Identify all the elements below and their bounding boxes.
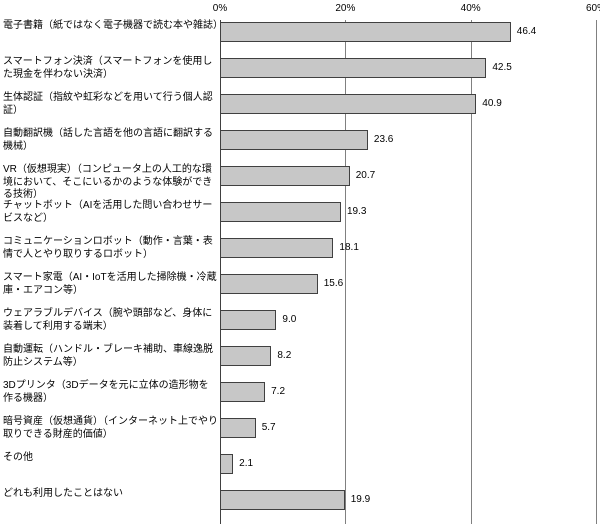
horizontal-bar-chart: 電子書籍（紙ではなく電子機器で読む本や雑誌） 46.4 スマートフォン決済（スマート… (0, 0, 600, 528)
chart-row: 自動翻訳機（話した言語を他の言語に翻訳する機械） 23.6 (0, 128, 600, 164)
category-label: スマート家電（AI・IoTを活用した掃除機・冷蔵庫・エアコン等） (3, 272, 218, 297)
bar (220, 382, 265, 402)
axis-tick-label: 40% (461, 3, 481, 14)
bar (220, 22, 511, 42)
category-label: ウェアラブルデバイス（腕や頭部など、身体に装着して利用する端末） (3, 308, 218, 333)
chart-row: チャットボット（AIを活用した問い合わせサービスなど） 19.3 (0, 200, 600, 236)
bar (220, 346, 271, 366)
bar (220, 310, 276, 330)
value-label: 40.9 (482, 98, 501, 109)
bar (220, 94, 476, 114)
category-label: 暗号資産（仮想通貨）（インターネット上でやり取りできる財産的価値） (3, 416, 218, 441)
value-label: 46.4 (517, 26, 536, 37)
category-label: チャットボット（AIを活用した問い合わせサービスなど） (3, 200, 218, 225)
value-label: 18.1 (339, 242, 358, 253)
chart-row: スマート家電（AI・IoTを活用した掃除機・冷蔵庫・エアコン等） 15.6 (0, 272, 600, 308)
category-label: スマートフォン決済（スマートフォンを使用した現金を伴わない決済） (3, 56, 218, 81)
value-label: 7.2 (271, 386, 285, 397)
chart-row: 3Dプリンタ（3Dデータを元に立体の造形物を作る機器） 7.2 (0, 380, 600, 416)
category-label: 自動運転（ハンドル・ブレーキ補助、車線逸脱防止システム等） (3, 344, 218, 369)
chart-row: どれも利用したことはない 19.9 (0, 488, 600, 524)
bar (220, 454, 233, 474)
category-label: 自動翻訳機（話した言語を他の言語に翻訳する機械） (3, 128, 218, 153)
axis-tick-label: 20% (335, 3, 355, 14)
chart-row: 生体認証（指紋や虹彩などを用いて行う個人認証） 40.9 (0, 92, 600, 128)
category-label: コミュニケーションロボット（動作・言葉・表情で人とやり取りするロボット） (3, 236, 218, 261)
bar (220, 490, 345, 510)
bar (220, 130, 368, 150)
category-label: 電子書籍（紙ではなく電子機器で読む本や雑誌） (3, 20, 218, 33)
bar (220, 202, 341, 222)
value-label: 9.0 (282, 314, 296, 325)
bar (220, 418, 256, 438)
value-label: 2.1 (239, 458, 253, 469)
chart-row: 暗号資産（仮想通貨）（インターネット上でやり取りできる財産的価値） 5.7 (0, 416, 600, 452)
value-label: 15.6 (324, 278, 343, 289)
value-label: 8.2 (277, 350, 291, 361)
value-label: 5.7 (262, 422, 276, 433)
category-label: 生体認証（指紋や虹彩などを用いて行う個人認証） (3, 92, 218, 117)
category-label: VR（仮想現実）（コンピュータ上の人工的な環境において、そこにいるかのような体験… (3, 164, 218, 202)
chart-row: スマートフォン決済（スマートフォンを使用した現金を伴わない決済） 42.5 (0, 56, 600, 92)
bar (220, 274, 318, 294)
chart-row: ウェアラブルデバイス（腕や頭部など、身体に装着して利用する端末） 9.0 (0, 308, 600, 344)
value-label: 19.9 (351, 494, 370, 505)
bar (220, 166, 350, 186)
value-label: 20.7 (356, 170, 375, 181)
category-label: どれも利用したことはない (3, 488, 218, 501)
axis-tick-label: 60% (586, 3, 600, 14)
category-label: 3Dプリンタ（3Dデータを元に立体の造形物を作る機器） (3, 380, 218, 405)
chart-row: 自動運転（ハンドル・ブレーキ補助、車線逸脱防止システム等） 8.2 (0, 344, 600, 380)
chart-row: VR（仮想現実）（コンピュータ上の人工的な環境において、そこにいるかのような体験… (0, 164, 600, 200)
value-label: 23.6 (374, 134, 393, 145)
bar (220, 238, 333, 258)
axis-tick-label: 0% (213, 3, 227, 14)
category-label: その他 (3, 452, 218, 465)
bar (220, 58, 486, 78)
chart-row: 電子書籍（紙ではなく電子機器で読む本や雑誌） 46.4 (0, 20, 600, 56)
chart-row: その他 2.1 (0, 452, 600, 488)
chart-row: コミュニケーションロボット（動作・言葉・表情で人とやり取りするロボット） 18.1 (0, 236, 600, 272)
value-label: 19.3 (347, 206, 366, 217)
value-label: 42.5 (492, 62, 511, 73)
